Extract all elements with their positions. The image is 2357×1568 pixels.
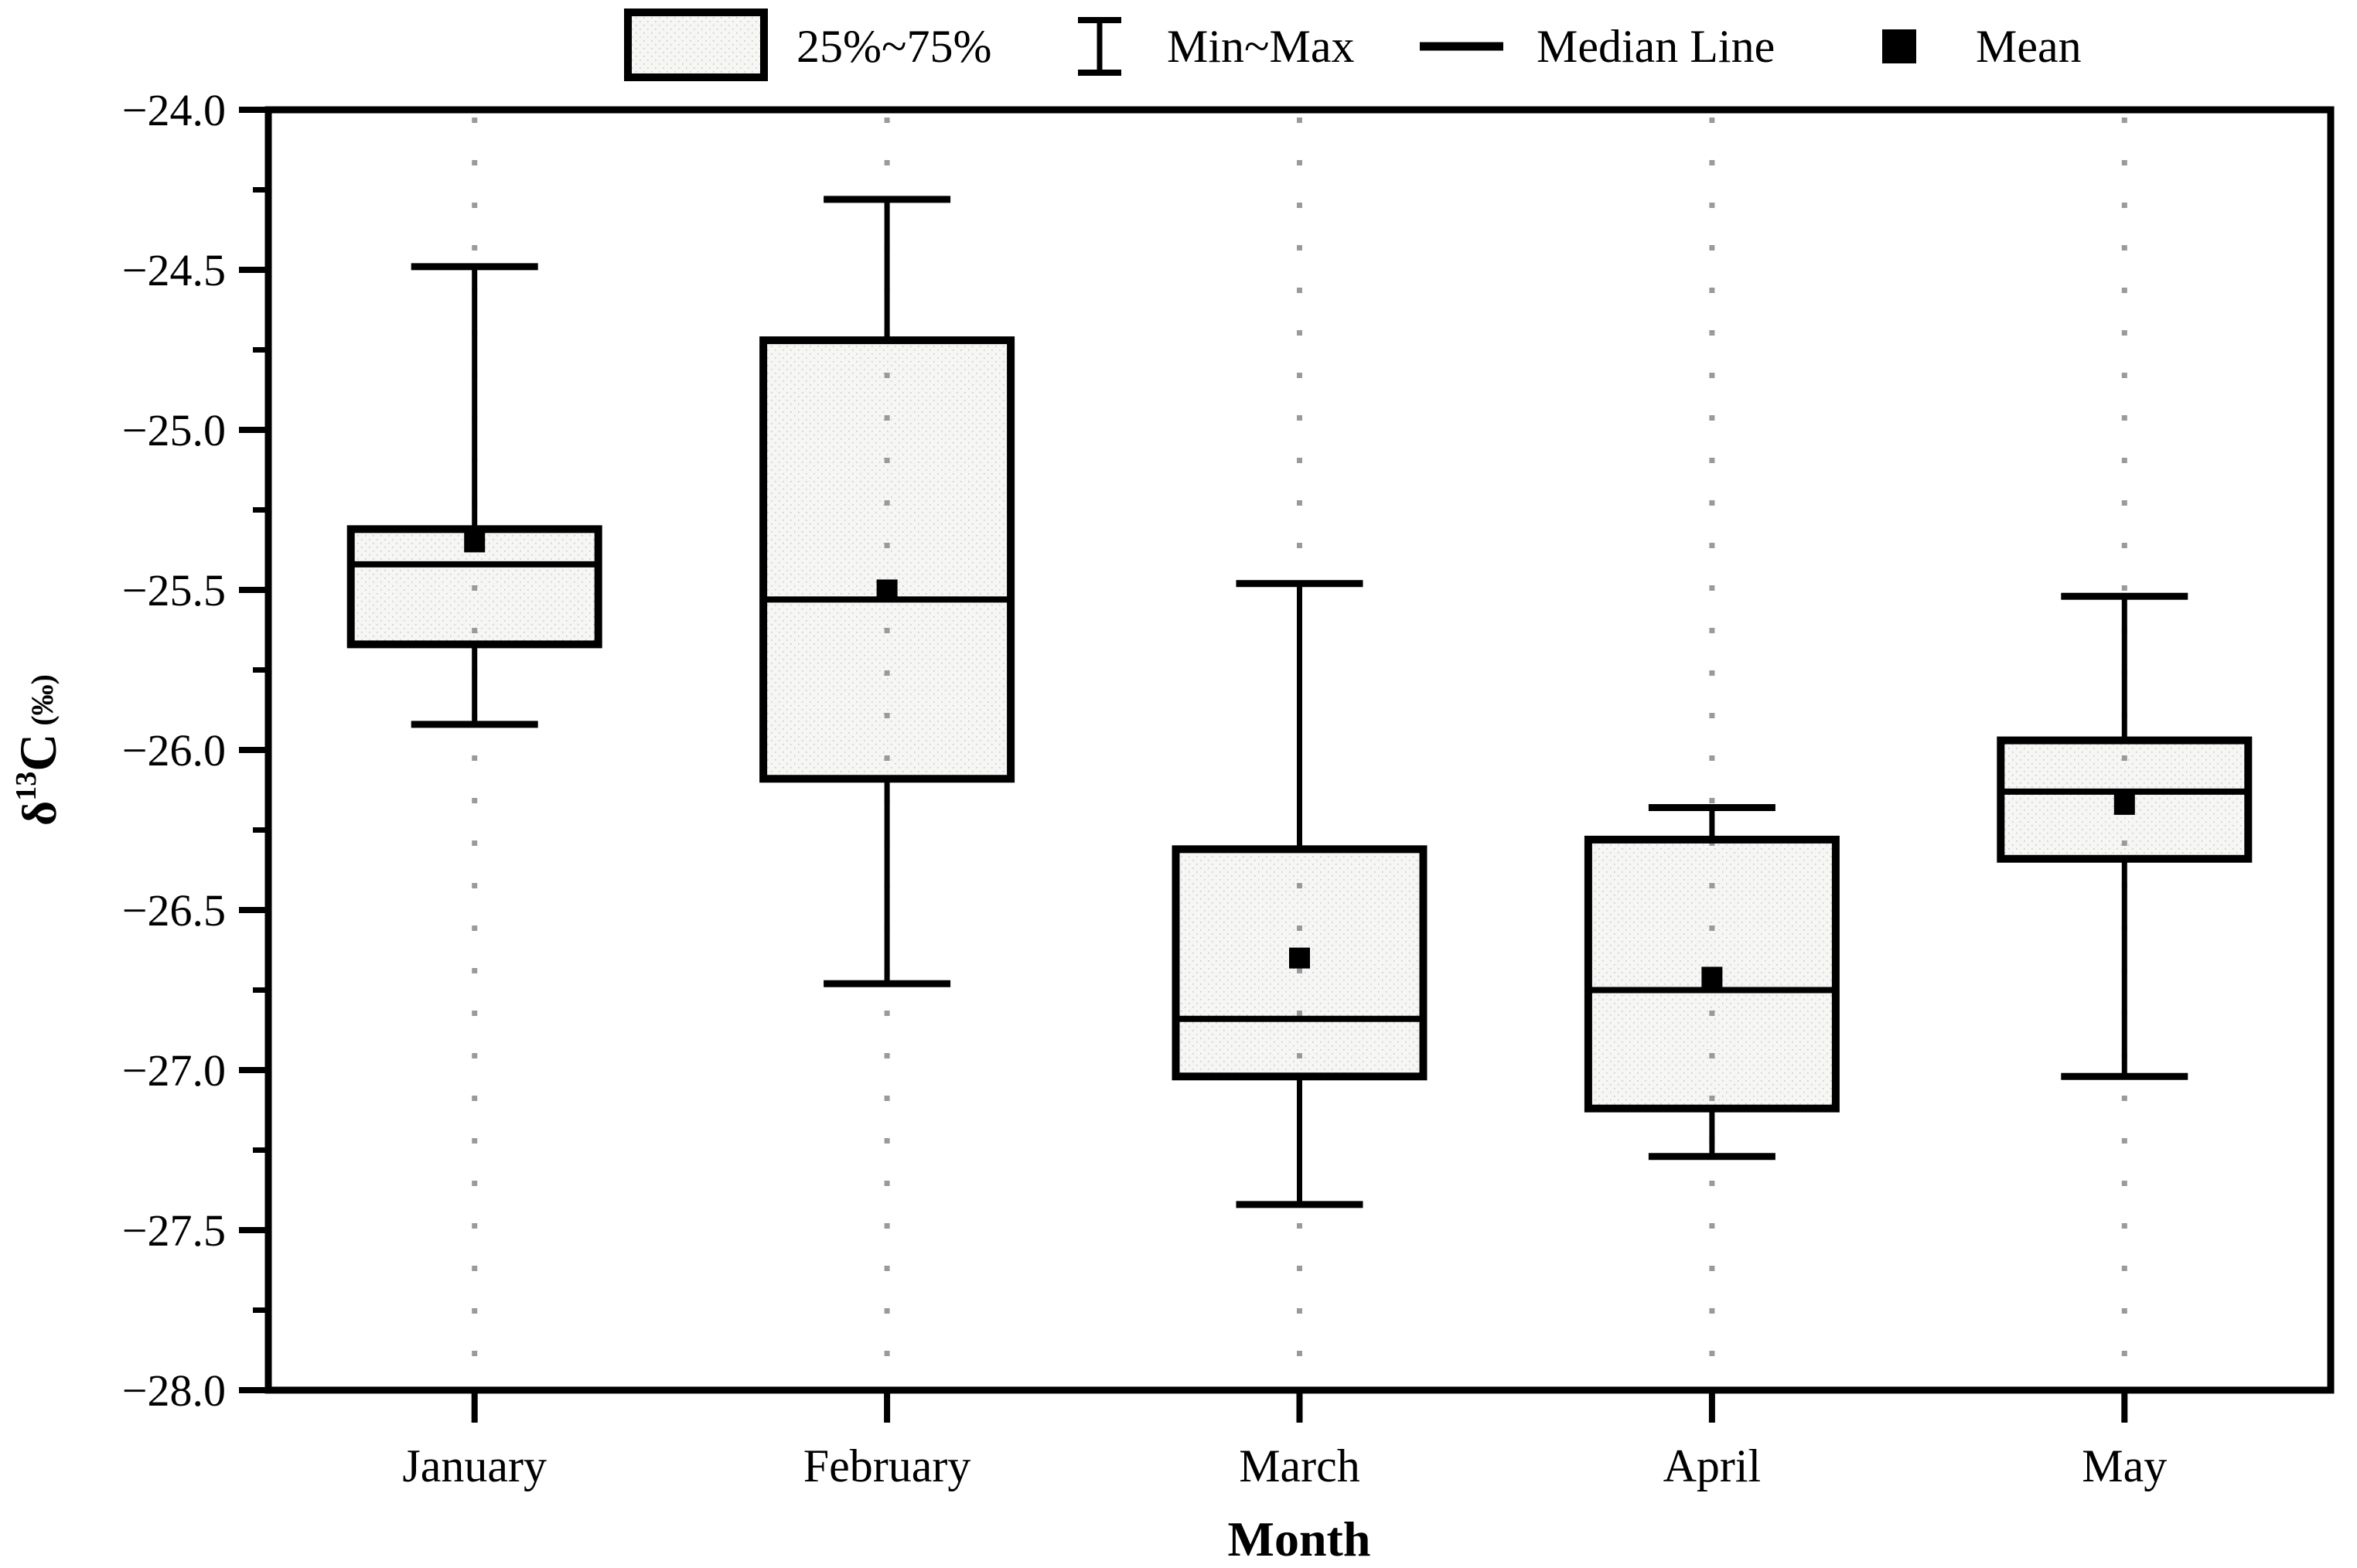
x-tick-label-april: April	[1663, 1440, 1762, 1491]
y-axis-title: δ13C (‰)	[9, 674, 67, 826]
y-tick-label: −24.5	[122, 245, 226, 295]
y-tick-label: −24.0	[122, 85, 226, 135]
y-tick-label: −27.0	[122, 1045, 226, 1096]
box-february	[759, 336, 1015, 783]
mean-marker-april	[1701, 966, 1723, 988]
legend-label-mean: Mean	[1976, 21, 2082, 72]
box-fill-february	[763, 340, 1011, 779]
mean-marker-january	[464, 531, 486, 553]
x-tick-label-january: January	[402, 1440, 547, 1491]
mean-marker-february	[876, 579, 898, 601]
y-tick-label: −26.5	[122, 885, 226, 936]
y-tick-label: −26.0	[122, 725, 226, 775]
x-tick-label-march: March	[1239, 1440, 1360, 1491]
mean-marker-may	[2113, 793, 2135, 815]
box-march	[1172, 845, 1428, 1081]
legend-mean-square	[1882, 29, 1916, 63]
box-april	[1584, 835, 1840, 1113]
legend-label-iqr: 25%~75%	[796, 21, 991, 72]
y-tick-label: −25.5	[122, 565, 226, 615]
mean-marker-march	[1289, 947, 1310, 969]
legend-label-median: Median Line	[1537, 21, 1775, 72]
legend-box-swatch	[624, 9, 768, 81]
y-tick-label: −28.0	[122, 1365, 226, 1416]
box-may	[1997, 736, 2253, 863]
y-tick-label: −27.5	[122, 1205, 226, 1256]
x-tick-label-february: February	[803, 1440, 971, 1491]
x-tick-label-may: May	[2082, 1440, 2167, 1491]
x-axis-title: Month	[1228, 1512, 1371, 1566]
y-tick-label: −25.0	[122, 405, 226, 455]
legend-label-minmax: Min~Max	[1167, 21, 1354, 72]
box-january	[346, 525, 602, 649]
